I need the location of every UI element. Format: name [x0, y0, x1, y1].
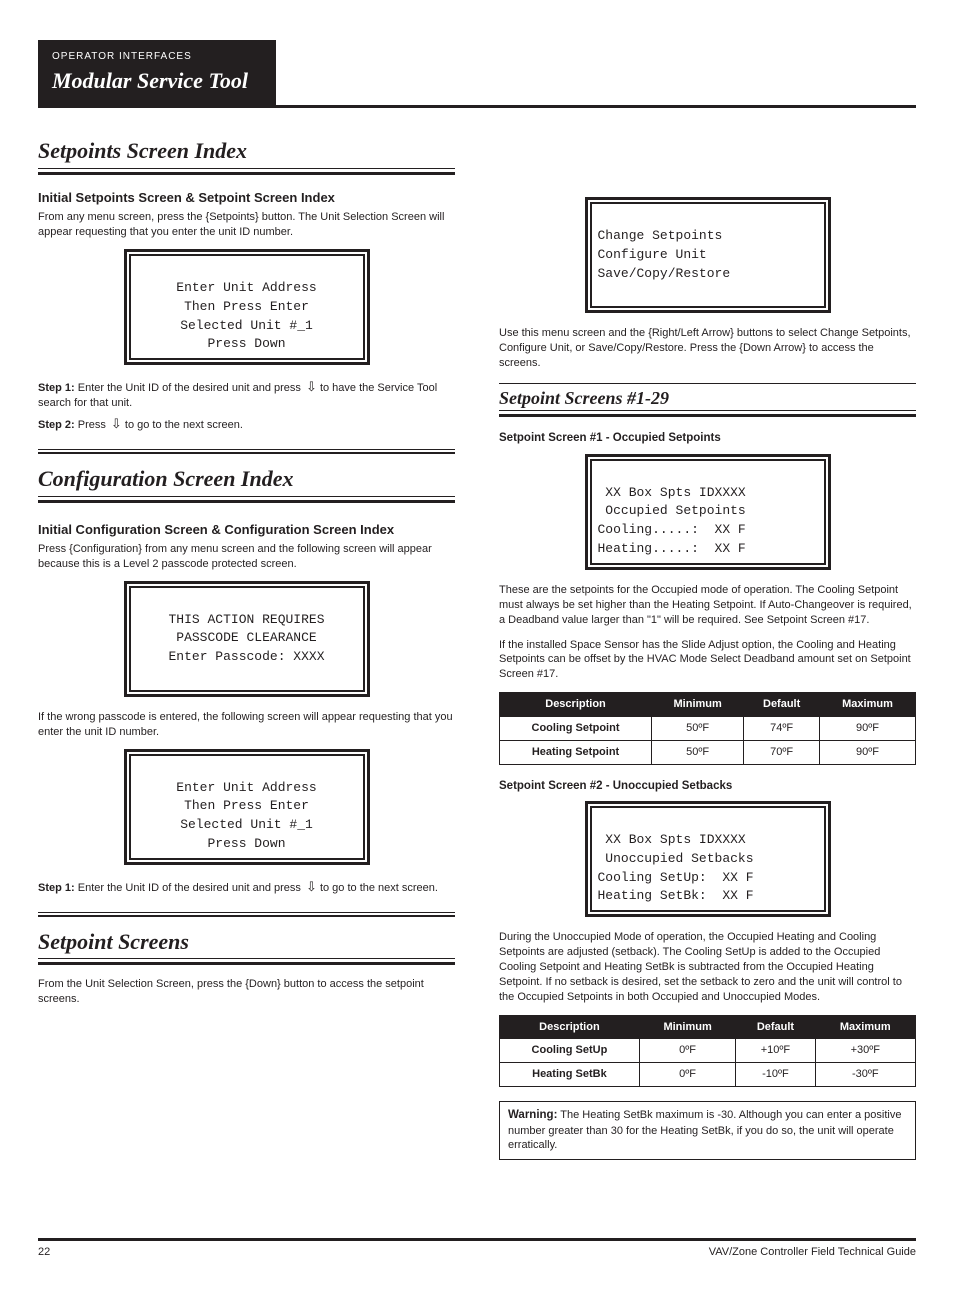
section-title: Setpoint Screens #1-29	[499, 386, 916, 410]
table-header: Maximum	[820, 693, 916, 717]
setpoints-table-occupied: Description Minimum Default Maximum Cool…	[499, 692, 916, 765]
table-header: Default	[736, 1015, 815, 1039]
page-footer: 22 VAV/Zone Controller Field Technical G…	[38, 1238, 916, 1290]
down-arrow-icon	[304, 882, 317, 894]
lcd-screen: Change SetpointsConfigure UnitSave/Copy/…	[586, 198, 830, 312]
step-text: Step 1: Enter the Unit ID of the desired…	[38, 878, 455, 896]
lcd-screen: XX Box Spts IDXXXX Occupied SetpointsCoo…	[586, 455, 830, 569]
table-header: Maximum	[815, 1015, 915, 1039]
rule	[38, 172, 455, 175]
subheading: Initial Setpoints Screen & Setpoint Scre…	[38, 189, 455, 207]
rule	[38, 500, 455, 503]
rule	[38, 912, 455, 913]
table-header: Default	[744, 693, 820, 717]
rule	[499, 414, 916, 417]
header-tag: OPERATOR INTERFACES	[52, 50, 248, 64]
section-header-block: OPERATOR INTERFACES Modular Service Tool	[38, 40, 276, 105]
body-text: These are the setpoints for the Occupied…	[499, 583, 916, 628]
table-row: Heating SetBk 0ºF -10ºF -30ºF	[500, 1063, 916, 1087]
lcd-screen: XX Box Spts IDXXXX Unoccupied SetbacksCo…	[586, 802, 830, 916]
setpoints-table-unoccupied: Description Minimum Default Maximum Cool…	[499, 1015, 916, 1088]
section-title: Setpoints Screen Index	[38, 136, 455, 166]
warning-box: Warning: The Heating SetBk maximum is -3…	[499, 1101, 916, 1160]
rule	[499, 383, 916, 384]
lcd-screen: Enter Unit AddressThen Press EnterSelect…	[125, 250, 369, 364]
table-header: Minimum	[652, 693, 744, 717]
body-text: Use this menu screen and the {Right/Left…	[499, 326, 916, 371]
rule	[499, 410, 916, 411]
table-header: Minimum	[639, 1015, 736, 1039]
subheading: Initial Configuration Screen & Configura…	[38, 521, 455, 539]
subheading: Setpoint Screen #2 - Unoccupied Setbacks	[499, 779, 916, 795]
rule	[38, 958, 455, 959]
rule	[38, 1238, 916, 1241]
rule	[38, 449, 455, 450]
down-arrow-icon	[304, 382, 317, 394]
rule	[38, 962, 455, 965]
section-title: Configuration Screen Index	[38, 464, 455, 494]
header-title: Modular Service Tool	[52, 66, 248, 96]
down-arrow-icon	[109, 419, 122, 431]
table-row: Heating Setpoint 50ºF 70ºF 90ºF	[500, 740, 916, 764]
page-number: 22	[38, 1245, 50, 1260]
body-text: Press {Configuration} from any menu scre…	[38, 542, 455, 572]
rule	[38, 452, 455, 454]
body-text: During the Unoccupied Mode of operation,…	[499, 930, 916, 1004]
rule	[38, 915, 455, 917]
body-text: If the installed Space Sensor has the Sl…	[499, 638, 916, 683]
table-header: Description	[500, 1015, 640, 1039]
lcd-screen: Enter Unit AddressThen Press EnterSelect…	[125, 750, 369, 864]
subheading: Setpoint Screen #1 - Occupied Setpoints	[499, 431, 916, 447]
body-text: From any menu screen, press the {Setpoin…	[38, 210, 455, 240]
lcd-screen: THIS ACTION REQUIRESPASSCODE CLEARANCEEn…	[125, 582, 369, 696]
rule	[38, 168, 455, 169]
section-title: Setpoint Screens	[38, 927, 455, 957]
body-text: If the wrong passcode is entered, the fo…	[38, 710, 455, 740]
table-header: Description	[500, 693, 652, 717]
body-text: From the Unit Selection Screen, press th…	[38, 977, 455, 1007]
rule	[38, 105, 916, 108]
step-text: Step 2: Press to go to the next screen.	[38, 415, 455, 433]
table-row: Cooling SetUp 0ºF +10ºF +30ºF	[500, 1039, 916, 1063]
table-row: Cooling Setpoint 50ºF 74ºF 90ºF	[500, 716, 916, 740]
rule	[38, 496, 455, 497]
step-text: Step 1: Enter the Unit ID of the desired…	[38, 378, 455, 411]
footer-title: VAV/Zone Controller Field Technical Guid…	[709, 1245, 916, 1260]
